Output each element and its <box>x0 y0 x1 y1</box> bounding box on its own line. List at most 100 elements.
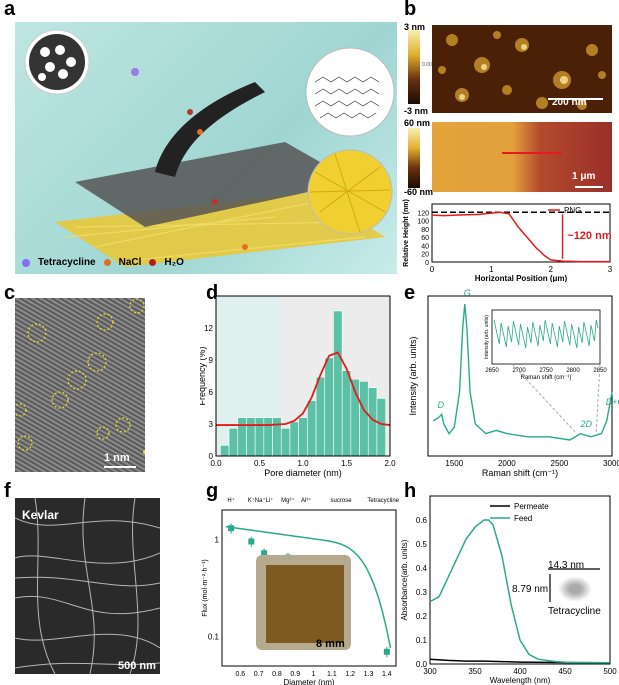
y-tick-label: 100 <box>417 219 429 226</box>
ion-label: Al³⁺ <box>301 497 312 504</box>
hist-bar <box>333 311 342 456</box>
hist-bar <box>238 418 247 456</box>
x-tick-label: 2500 <box>551 459 569 468</box>
y-tick-label: 0.6 <box>416 516 428 525</box>
data-point <box>228 525 234 531</box>
x-tick-label: 500 <box>603 667 617 676</box>
y-tick-label: 0 <box>209 452 214 461</box>
legend-label-png: PNG <box>564 206 581 215</box>
y-tick-label: 60 <box>421 235 429 242</box>
y-tick-label: 12 <box>204 324 213 333</box>
legend-h2o: H₂O <box>164 257 183 268</box>
x-tick-label: 2.0 <box>384 459 396 468</box>
pore-histogram-chart: 0.0 0.5 1.0 1.5 2.0 0 3 6 9 12 Pore diameter (nm) F… <box>200 282 405 480</box>
scalebar-2-label: 1 μm <box>572 171 595 182</box>
x-tick-label: 1.2 <box>345 671 355 678</box>
peak-label: D+G <box>606 397 619 407</box>
y-axis-label: Relative Height (nm) <box>403 199 410 267</box>
hist-bar <box>264 418 273 456</box>
inset-x-tick: 2800 <box>566 368 580 374</box>
y-axis-label: Absorbance(arb. units) <box>400 539 409 620</box>
panel-letter-a: a <box>4 0 15 21</box>
schematic-illustration <box>15 22 397 274</box>
inset-x-tick: 2750 <box>539 368 553 374</box>
nacl-icon <box>104 259 111 266</box>
y-tick-label: 0.4 <box>416 564 428 573</box>
x-tick-label: 1.4 <box>382 671 392 678</box>
inset-x-tick: 2650 <box>485 368 499 374</box>
data-point <box>384 649 390 655</box>
hist-bar <box>273 418 282 456</box>
x-tick-label: 0 <box>430 265 435 274</box>
hist-bar <box>255 418 264 456</box>
peak-label: D <box>437 400 444 410</box>
legend-label: Permeate <box>514 502 549 511</box>
y-axis-label: Flux (mol·m⁻²·h⁻¹) <box>202 559 209 617</box>
x-axis-label: Horizontal Position (μm) <box>475 274 568 282</box>
inset-y-label: Intensity (arb. units) <box>484 315 490 359</box>
y-tick-label: 0.1 <box>416 636 428 645</box>
tem-pores <box>15 298 145 472</box>
y-tick-label: 0.3 <box>416 588 428 597</box>
inset-x-label: Raman shift (cm⁻¹) <box>521 375 572 381</box>
y-tick-label: 6 <box>209 388 214 397</box>
colorbar-1 <box>408 30 420 104</box>
ion-label: Mg²⁺ <box>281 497 295 504</box>
x-axis-label: Pore diameter (nm) <box>264 468 342 478</box>
y-tick-label: 20 <box>421 252 429 259</box>
colorbar-2-bottom: -60 nm <box>404 187 433 197</box>
inset-name-label: Tetracycline <box>548 606 601 617</box>
legend-tetracycline: Tetracycline <box>38 257 96 268</box>
tem-scalebar <box>104 466 136 468</box>
ion-label: sucrose <box>331 498 353 504</box>
data-point <box>248 538 254 544</box>
sem-scale-label: 500 nm <box>118 660 156 672</box>
hist-bar <box>220 445 229 456</box>
tem-image <box>15 298 145 472</box>
y-tick-label: 0.2 <box>416 612 428 621</box>
colorbar-2 <box>408 128 420 188</box>
inset-connector <box>596 364 600 432</box>
x-tick-label: 1.3 <box>364 671 374 678</box>
x-tick-label: 450 <box>558 667 572 676</box>
y-tick-label: 0.1 <box>208 633 220 642</box>
x-tick-label: 0.7 <box>254 671 264 678</box>
legend-label: Feed <box>514 514 532 523</box>
y-tick-label: 80 <box>421 227 429 234</box>
profile-line <box>502 152 562 154</box>
water-icon <box>149 259 156 266</box>
schematic-svg <box>15 22 397 274</box>
x-tick-label: 0.8 <box>272 671 282 678</box>
hist-bar <box>307 401 316 456</box>
y-tick-label: 0.0 <box>416 660 428 669</box>
hist-bar <box>299 418 308 456</box>
tetracycline-icon <box>22 259 30 267</box>
photo-scale-label: 8 mm <box>316 638 345 650</box>
inset-height-label: 8.79 nm <box>512 584 548 595</box>
inset-x-tick: 2850 <box>593 368 607 374</box>
x-axis-label: Raman shift (cm⁻¹) <box>482 468 558 478</box>
x-axis-label: Wavelength (nm) <box>490 676 551 685</box>
scalebar-1-label: 200 nm <box>552 97 586 108</box>
x-tick-label: 1.0 <box>297 459 309 468</box>
x-tick-label: 350 <box>468 667 482 676</box>
x-tick-label: 0.6 <box>235 671 245 678</box>
hist-bar <box>325 358 334 456</box>
x-tick-label: 3 <box>608 265 613 274</box>
x-tick-label: 1.5 <box>341 459 353 468</box>
tetracycline-structure <box>555 574 595 604</box>
x-tick-label: 400 <box>513 667 527 676</box>
inset-frame <box>492 310 600 364</box>
y-tick-label: 0.5 <box>416 540 428 549</box>
x-tick-label: 0.9 <box>290 671 300 678</box>
x-axis-label: Diameter (nm) <box>283 678 334 685</box>
sem-label: Kevlar <box>22 508 59 522</box>
ion-label: Tetracycline <box>367 498 399 504</box>
x-tick-label: 1.1 <box>327 671 337 678</box>
hist-bar <box>246 418 255 456</box>
y-tick-label: 0 <box>425 260 429 267</box>
y-axis-label: Frequency (%) <box>200 346 207 405</box>
colorbar-1-top: 3 nm <box>404 22 425 32</box>
scalebar-2 <box>575 186 603 188</box>
